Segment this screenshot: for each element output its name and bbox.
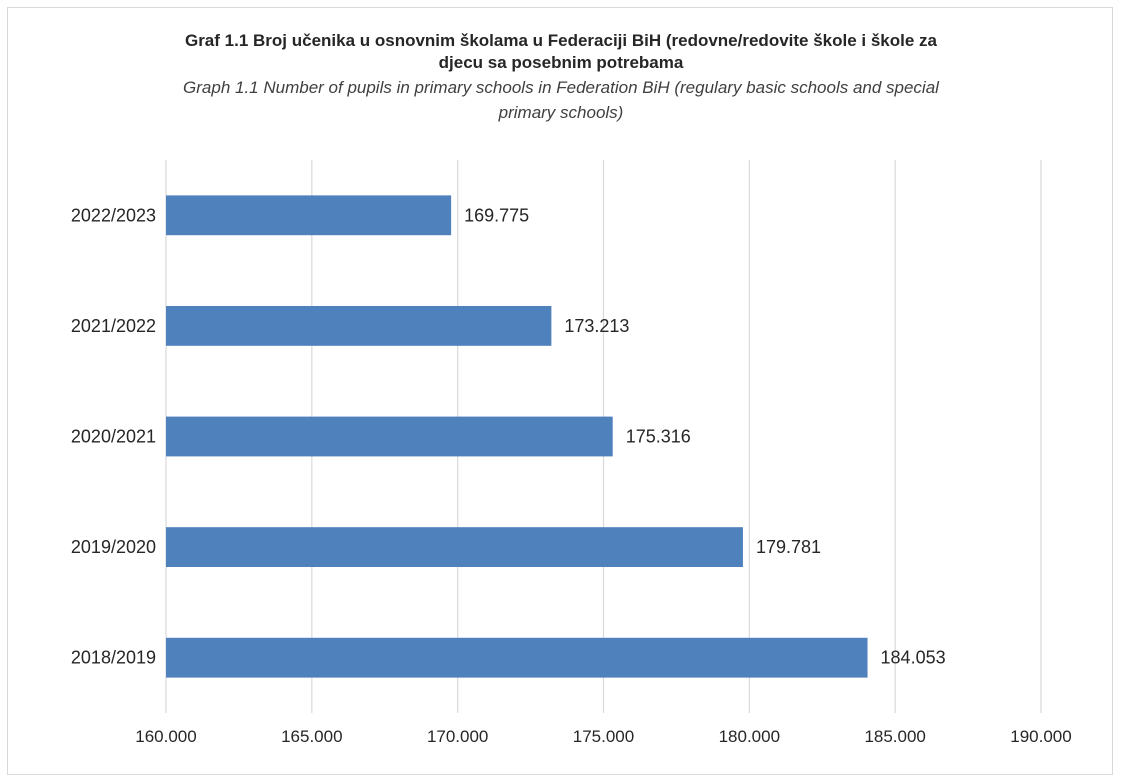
x-tick-label: 165.000 — [281, 727, 342, 746]
data-label: 184.053 — [881, 648, 946, 668]
data-label: 175.316 — [626, 427, 691, 447]
bar — [166, 195, 452, 236]
chart-title: Graf 1.1 Broj učenika u osnovnim školama… — [0, 30, 1122, 74]
x-tick-label: 190.000 — [1010, 727, 1071, 746]
x-tick-label: 180.000 — [719, 727, 780, 746]
chart-subtitle-line: Graph 1.1 Number of pupils in primary sc… — [183, 78, 939, 97]
y-category-label: 2021/2022 — [71, 316, 156, 336]
chart-title-block: Graf 1.1 Broj učenika u osnovnim školama… — [0, 30, 1122, 125]
chart-subtitle: Graph 1.1 Number of pupils in primary sc… — [0, 75, 1122, 125]
y-category-label: 2018/2019 — [71, 648, 156, 668]
bars — [166, 195, 868, 678]
y-category-label: 2022/2023 — [71, 205, 156, 225]
x-tick-label: 175.000 — [573, 727, 634, 746]
chart-title-line: Graf 1.1 Broj učenika u osnovnim školama… — [184, 31, 938, 50]
chart-subtitle-line: primary schools) — [498, 103, 624, 122]
data-label: 169.775 — [464, 205, 529, 225]
bar — [166, 637, 868, 678]
data-label: 173.213 — [564, 316, 629, 336]
labels: 160.000 165.000 170.000 175.000 180.000 185.0… — [71, 205, 1072, 746]
y-category-label: 2019/2020 — [71, 537, 156, 557]
x-tick-label: 170.000 — [427, 727, 488, 746]
data-label: 179.781 — [756, 537, 821, 557]
bar — [166, 527, 743, 568]
y-category-label: 2020/2021 — [71, 427, 156, 447]
bar — [166, 416, 613, 457]
chart-title-line: djecu sa posebnim potrebama — [438, 53, 684, 72]
x-tick-label: 160.000 — [135, 727, 196, 746]
bar — [166, 305, 552, 346]
x-tick-label: 185.000 — [864, 727, 925, 746]
